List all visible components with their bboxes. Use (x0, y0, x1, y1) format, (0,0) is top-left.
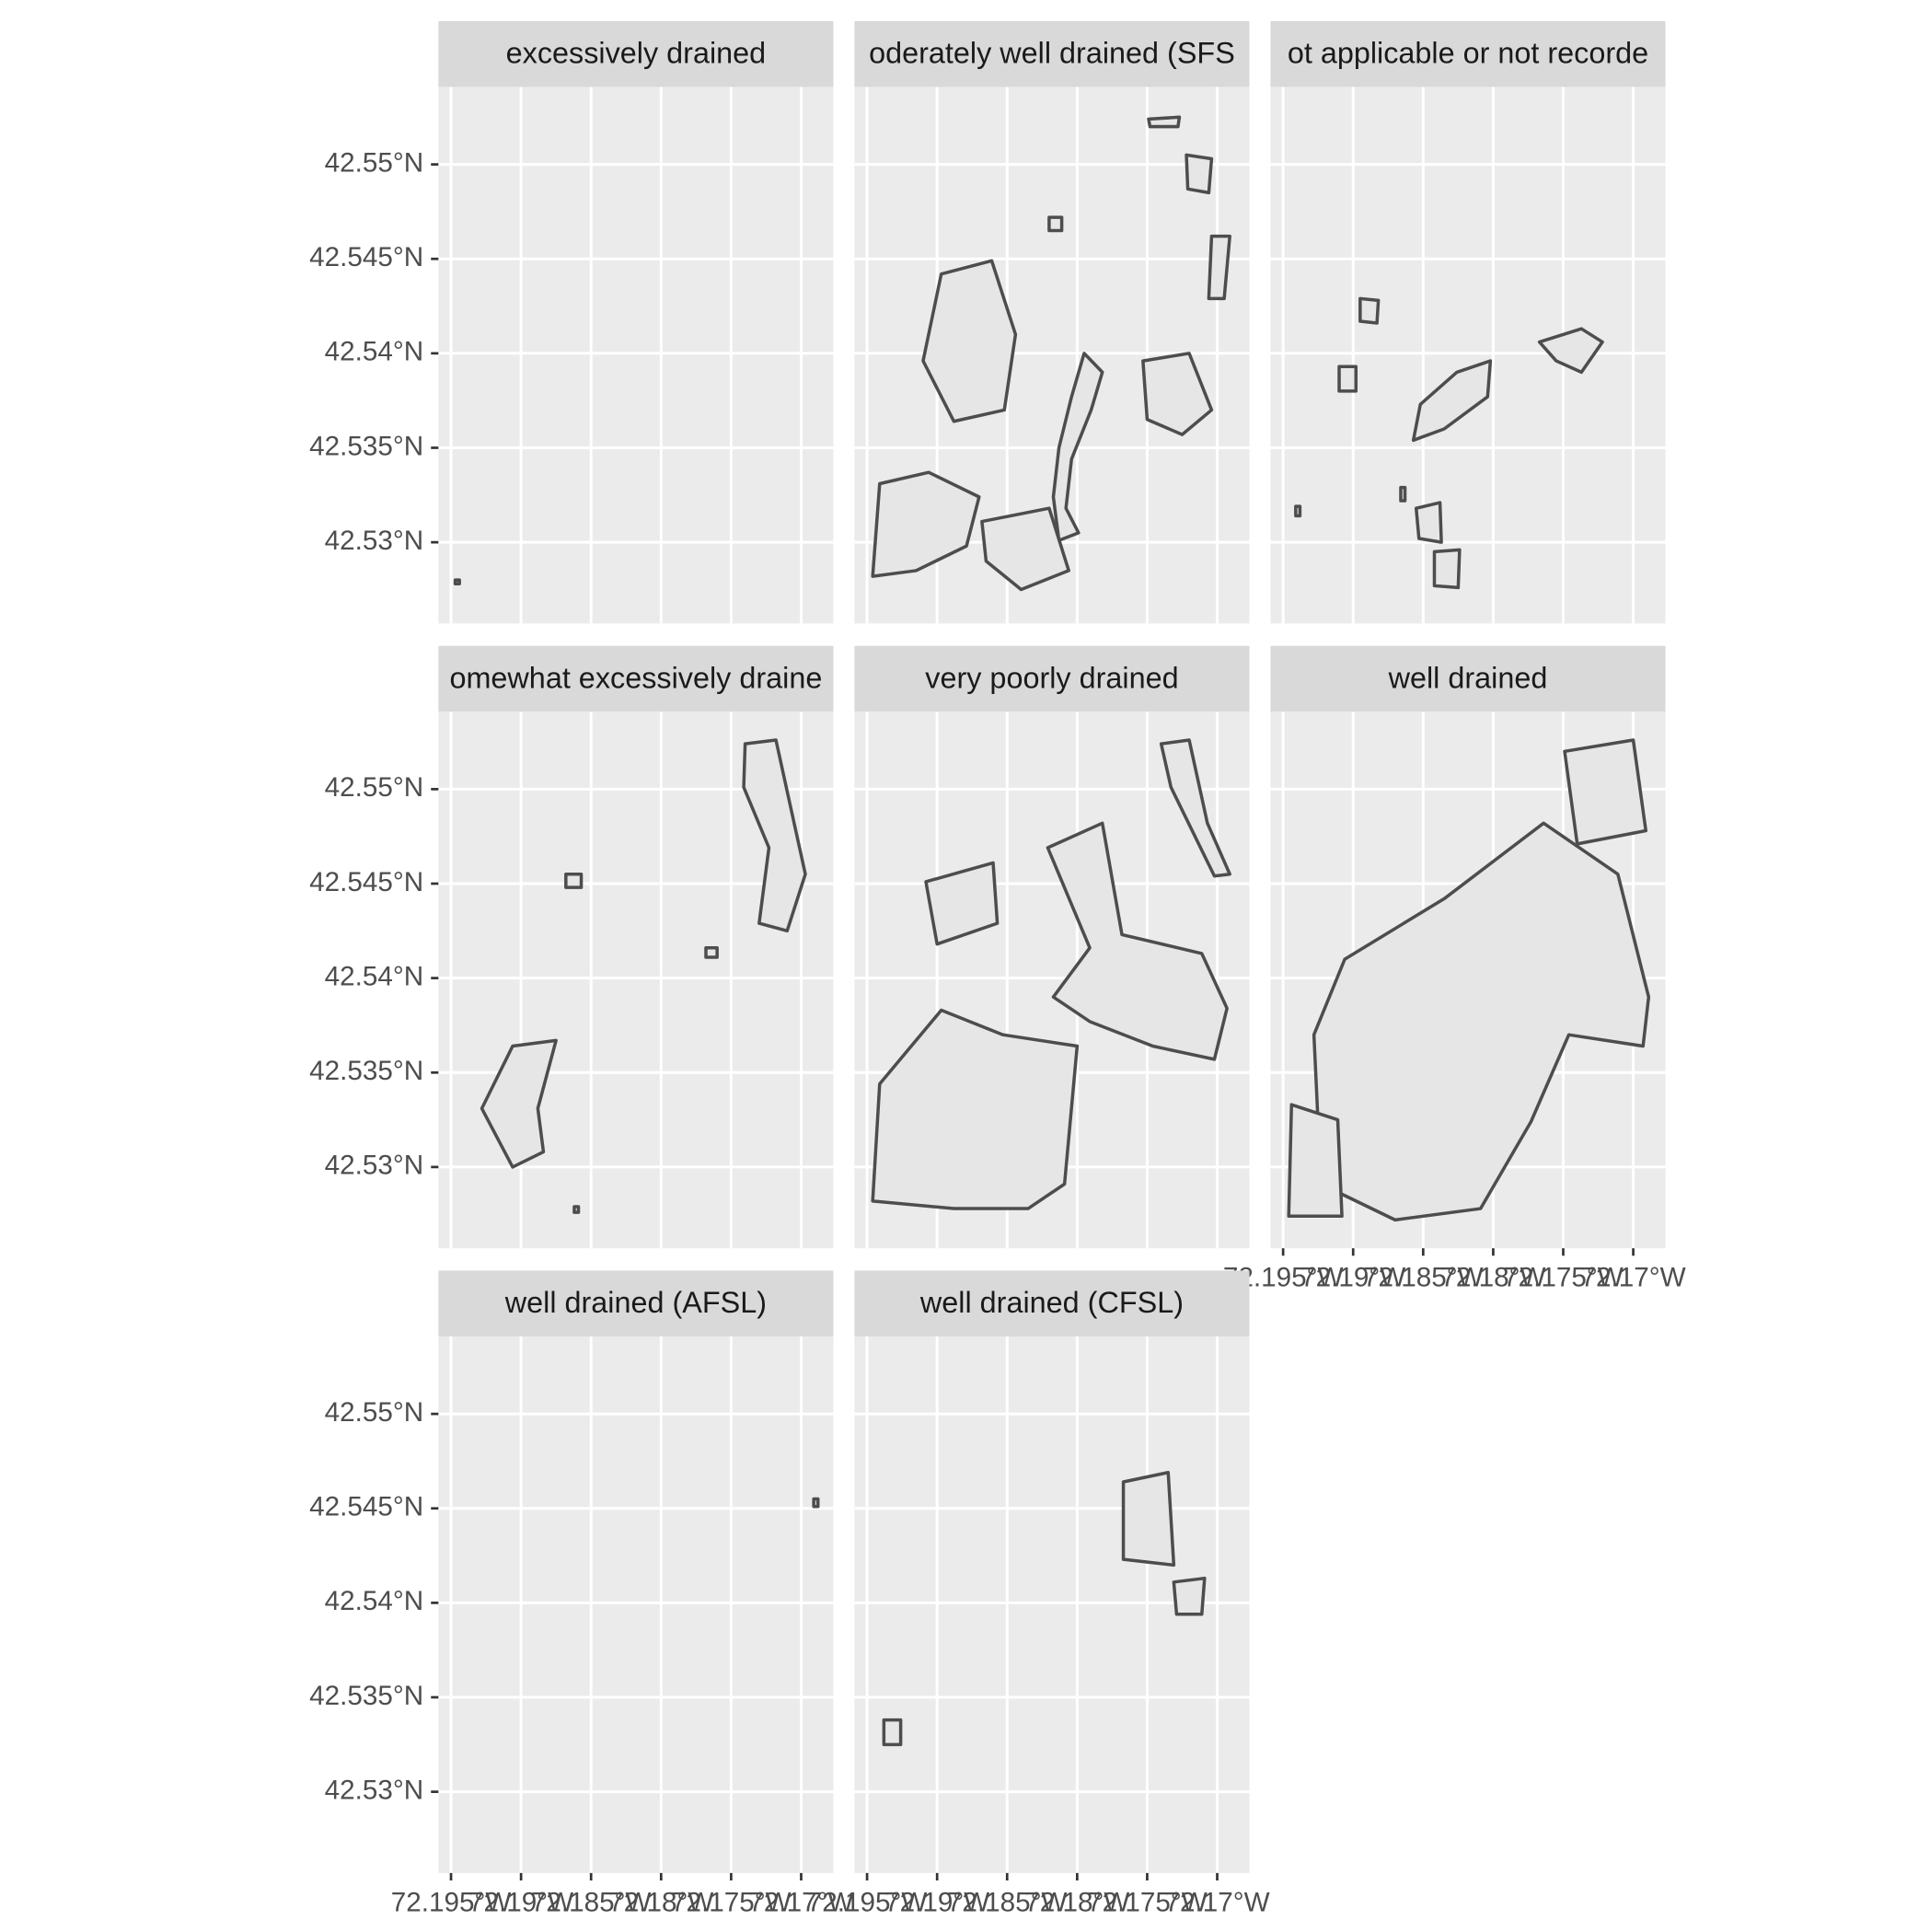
strip-label: oderately well drained (SFS (869, 37, 1235, 70)
strip-label: very poorly drained (925, 661, 1178, 694)
y-tick-label: 42.55°N (325, 1397, 424, 1428)
y-tick-label: 42.53°N (325, 1151, 424, 1181)
x-tick-label: 72.17°W (1581, 1263, 1686, 1293)
y-tick-label: 42.535°N (309, 1681, 423, 1711)
soil-polygon (1414, 501, 1443, 544)
soil-polygon (1563, 738, 1648, 846)
facet: well drained (AFSL) 42.53°N 42.535°N 42.54°… (309, 1270, 854, 1917)
y-tick-label: 42.55°N (325, 772, 424, 803)
x-tick-label: 72.18°W (1024, 1887, 1129, 1917)
x-tick-label: 72.175°W (1503, 1263, 1624, 1293)
strip-label: ot applicable or not recorde (1288, 37, 1648, 70)
soil-polygon (1159, 738, 1231, 878)
facet: well drained72.195°W72.19°W72.185°W72.18… (1223, 645, 1686, 1293)
strip-label: excessively drained (506, 37, 767, 70)
soil-polygon (812, 1497, 820, 1509)
x-tick-label: 72.18°W (1440, 1263, 1545, 1293)
strip (438, 1270, 834, 1336)
y-tick-label: 42.54°N (325, 961, 424, 991)
soil-polygon (564, 872, 584, 889)
strip-label: well drained (1388, 661, 1548, 694)
soil-polygon (1432, 548, 1462, 590)
x-tick-label: 72.175°W (671, 1887, 792, 1917)
x-tick-label: 72.185°W (1363, 1263, 1484, 1293)
facet: ot applicable or not recorde (1270, 20, 1666, 624)
soil-polygon (704, 946, 719, 959)
soil-polygon (572, 1205, 581, 1214)
y-tick-label: 42.535°N (309, 431, 423, 461)
soil-polygon (1537, 327, 1604, 375)
soil-polygon (924, 861, 1000, 946)
strip (1270, 20, 1666, 87)
strip (854, 20, 1250, 87)
soil-polygon (1294, 504, 1302, 518)
panel-background (438, 1336, 834, 1873)
strip (854, 1270, 1250, 1336)
soil-polygon (1047, 215, 1064, 233)
soil-polygon (921, 259, 1018, 423)
soil-polygon (1358, 296, 1381, 325)
x-tick-label: 72.19°W (884, 1887, 989, 1917)
strip (854, 645, 1250, 712)
strip (1270, 645, 1666, 712)
y-tick-label: 42.545°N (309, 242, 423, 272)
x-tick-label: 72.175°W (1087, 1887, 1208, 1917)
soil-polygon (1411, 359, 1493, 443)
soil-polygon (882, 1718, 903, 1747)
x-tick-label: 72.17°W (748, 1887, 853, 1917)
soil-polygon (1185, 153, 1214, 195)
y-tick-label: 42.545°N (309, 867, 423, 897)
y-tick-label: 42.53°N (325, 526, 424, 556)
facet: well drained (CFSL) 72.195°W72.19°W72.185… (807, 1270, 1270, 1917)
x-tick-label: 72.195°W (807, 1887, 928, 1917)
soil-polygon (1046, 821, 1229, 1061)
strip-label: omewhat excessively draine (449, 661, 822, 694)
facet: excessively drained 42.53°N 42.535°N 42.54°… (309, 20, 834, 624)
x-tick-label: 72.185°W (531, 1887, 652, 1917)
y-tick-label: 42.54°N (325, 1586, 424, 1616)
facet: very poorly drained (854, 645, 1250, 1249)
soil-polygon (1337, 364, 1358, 393)
strip (438, 645, 834, 712)
y-tick-label: 42.55°N (325, 147, 424, 178)
soil-polygon (1207, 234, 1231, 301)
soil-polygon (480, 1038, 558, 1169)
soil-polygon (1287, 1103, 1344, 1219)
facet: omewhat excessively draine 42.53°N 42.535°… (309, 645, 834, 1249)
y-tick-label: 42.53°N (325, 1775, 424, 1805)
soil-polygon (1147, 115, 1182, 129)
x-tick-label: 72.19°W (468, 1887, 573, 1917)
x-tick-label: 72.18°W (608, 1887, 713, 1917)
y-tick-label: 42.545°N (309, 1492, 423, 1522)
soil-polygon (871, 1008, 1080, 1210)
strip-label: well drained (AFSL) (504, 1286, 767, 1319)
soil-polygon (1172, 1576, 1207, 1616)
soil-polygon (1399, 485, 1407, 503)
strip (438, 20, 834, 87)
soil-polygon (1051, 352, 1104, 542)
x-tick-label: 72.17°W (1164, 1887, 1269, 1917)
y-tick-label: 42.535°N (309, 1056, 423, 1086)
panel-background (438, 87, 834, 624)
x-tick-label: 72.19°W (1300, 1263, 1405, 1293)
strip-label: well drained (CFSL) (919, 1286, 1184, 1319)
soil-polygon (871, 470, 981, 578)
soil-polygon (742, 738, 807, 933)
soil-polygon (980, 506, 1070, 592)
y-tick-label: 42.54°N (325, 337, 424, 367)
panel-background (1270, 87, 1666, 624)
facet: oderately well drained (SFS (854, 20, 1250, 624)
soil-polygon (1141, 352, 1214, 436)
soil-polygon (1121, 1470, 1176, 1568)
x-tick-label: 72.195°W (391, 1887, 512, 1917)
soil-polygon (453, 578, 461, 586)
x-tick-label: 72.185°W (947, 1887, 1068, 1917)
